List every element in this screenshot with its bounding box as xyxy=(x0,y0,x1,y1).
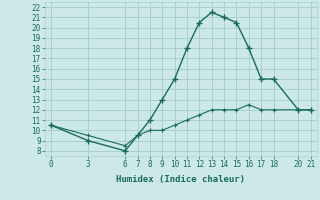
X-axis label: Humidex (Indice chaleur): Humidex (Indice chaleur) xyxy=(116,175,245,184)
